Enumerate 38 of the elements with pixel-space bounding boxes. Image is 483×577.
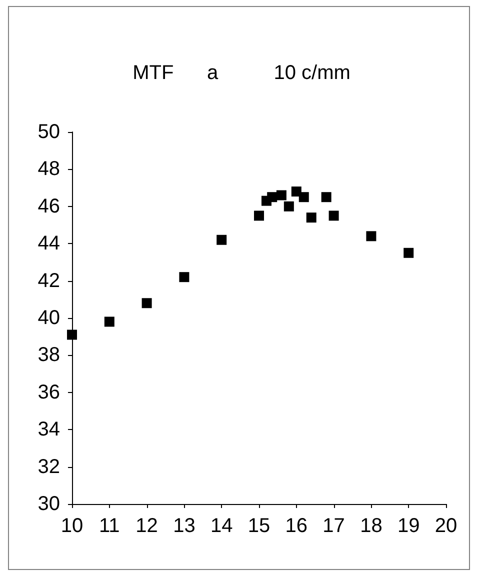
point [321, 192, 332, 202]
point [298, 192, 309, 202]
point [284, 201, 294, 212]
point [404, 248, 414, 258]
y-tick-label: 38 [38, 344, 60, 366]
point [104, 316, 114, 327]
x-tick-label: 19 [397, 515, 420, 537]
y-tick-label: 32 [38, 456, 60, 478]
y-tick-label: 30 [38, 493, 60, 515]
y-tick-label: 36 [38, 381, 60, 404]
x-tick-label: 18 [360, 515, 382, 537]
point [216, 234, 227, 245]
point [267, 192, 278, 202]
x-tick-label: 14 [210, 515, 233, 537]
x-tick-label: 16 [285, 515, 308, 537]
y-tick-label: 44 [38, 232, 60, 255]
x-tick-label: 13 [173, 515, 196, 537]
chart-title: MTF a 10 c/mm [132, 62, 350, 84]
y-tick-label: 46 [38, 195, 60, 218]
x-tick-label: 10 [60, 515, 84, 537]
y-tick-label: 40 [38, 307, 60, 329]
point [328, 210, 339, 221]
point [179, 272, 190, 282]
y-tick-label: 50 [38, 121, 60, 143]
point [306, 212, 316, 223]
x-tick-label: 15 [248, 515, 270, 537]
point [276, 190, 286, 200]
point [142, 298, 152, 308]
point [67, 330, 77, 340]
y-tick-label: 34 [38, 418, 60, 441]
y-tick-label: 48 [38, 158, 60, 180]
point [366, 231, 376, 242]
y-tick-label: 42 [38, 270, 60, 292]
x-tick-label: 20 [434, 515, 458, 537]
point [254, 210, 264, 221]
x-tick-label: 11 [99, 515, 120, 537]
x-tick-label: 12 [136, 515, 158, 537]
x-tick-label: 17 [322, 515, 345, 537]
